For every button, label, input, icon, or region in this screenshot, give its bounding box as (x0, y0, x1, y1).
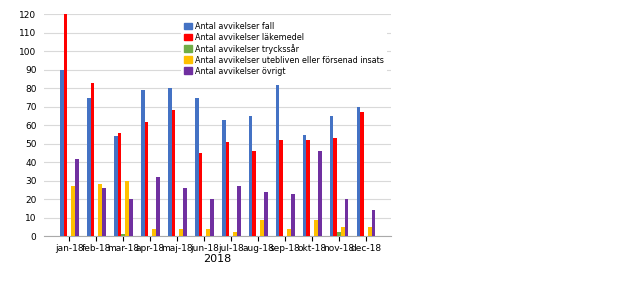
Bar (102, 188, 106, 236)
Bar (60, 70, 64, 236)
Bar (114, 137, 117, 236)
Bar (264, 192, 268, 236)
Bar (125, 181, 129, 236)
Bar (237, 186, 240, 236)
Bar (75, 158, 79, 236)
Bar (357, 107, 360, 236)
Bar (221, 120, 225, 236)
Bar (337, 232, 341, 236)
Bar (195, 98, 199, 236)
Bar (303, 134, 307, 236)
Legend: Antal avvikelser fall, Antal avvikelser läkemedel, Antal avvikelser tryckssår, A: Antal avvikelser fall, Antal avvikelser … (180, 18, 387, 79)
Bar (179, 229, 183, 236)
Bar (249, 116, 252, 236)
Bar (333, 138, 337, 236)
Bar (129, 199, 133, 236)
Bar (199, 153, 203, 236)
Bar (307, 140, 310, 236)
Bar (291, 194, 295, 236)
Bar (287, 229, 291, 236)
Bar (117, 133, 121, 236)
Bar (368, 227, 372, 236)
Bar (341, 227, 345, 236)
Bar (206, 229, 210, 236)
Bar (372, 210, 375, 236)
Bar (172, 111, 175, 236)
Bar (210, 199, 214, 236)
Bar (314, 219, 318, 236)
Bar (71, 186, 75, 236)
Bar (168, 88, 172, 236)
Bar (98, 184, 102, 236)
Bar (252, 151, 256, 236)
Bar (141, 90, 144, 236)
Bar (91, 83, 95, 236)
Bar (121, 234, 125, 236)
Bar (64, 14, 68, 236)
Bar (360, 112, 364, 236)
Bar (152, 229, 156, 236)
Bar (329, 116, 333, 236)
Bar (280, 140, 283, 236)
Bar (183, 188, 187, 236)
Bar (233, 232, 237, 236)
Bar (318, 151, 322, 236)
Bar (156, 177, 160, 236)
Bar (345, 199, 348, 236)
X-axis label: 2018: 2018 (204, 254, 232, 264)
Bar (225, 142, 229, 236)
Bar (276, 85, 280, 236)
Bar (87, 98, 91, 236)
Bar (144, 122, 148, 236)
Bar (260, 219, 264, 236)
